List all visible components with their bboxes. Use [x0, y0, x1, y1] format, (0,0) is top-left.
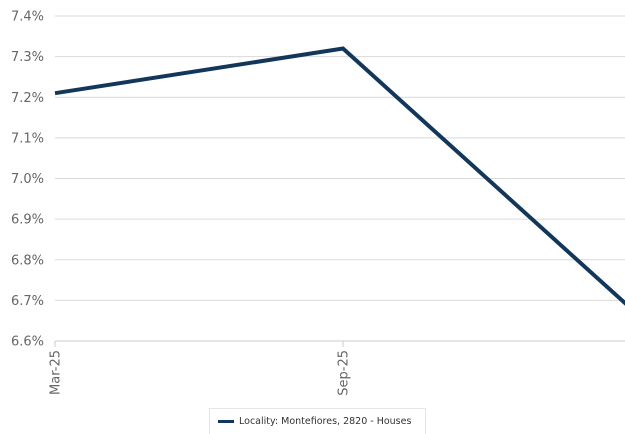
- legend-label: Locality: Montefiores, 2820 - Houses: [239, 416, 411, 427]
- y-tick-label: 7.4%: [11, 10, 44, 25]
- x-tick-label: Mar-25: [49, 350, 64, 395]
- data-point[interactable]: [51, 89, 59, 97]
- y-axis: 6.6% 6.7% 6.8% 6.9% 7.0% 7.1% 7.2% 7.3% 7.4%: [11, 10, 44, 350]
- y-tick-label: 7.0%: [11, 172, 44, 187]
- y-tick-label: 7.1%: [11, 131, 44, 146]
- legend[interactable]: Locality: Montefiores, 2820 - Houses: [209, 408, 426, 434]
- y-tick-label: 7.3%: [11, 50, 44, 65]
- data-point[interactable]: [339, 45, 347, 53]
- legend-swatch: [218, 420, 234, 423]
- grid-lines: [55, 16, 625, 341]
- y-tick-label: 6.6%: [11, 335, 44, 350]
- y-tick-label: 6.7%: [11, 294, 44, 309]
- x-tick-label: Sep-25: [337, 350, 352, 396]
- y-tick-label: 6.8%: [11, 253, 44, 268]
- y-tick-label: 6.9%: [11, 213, 44, 228]
- y-tick-label: 7.2%: [11, 91, 44, 106]
